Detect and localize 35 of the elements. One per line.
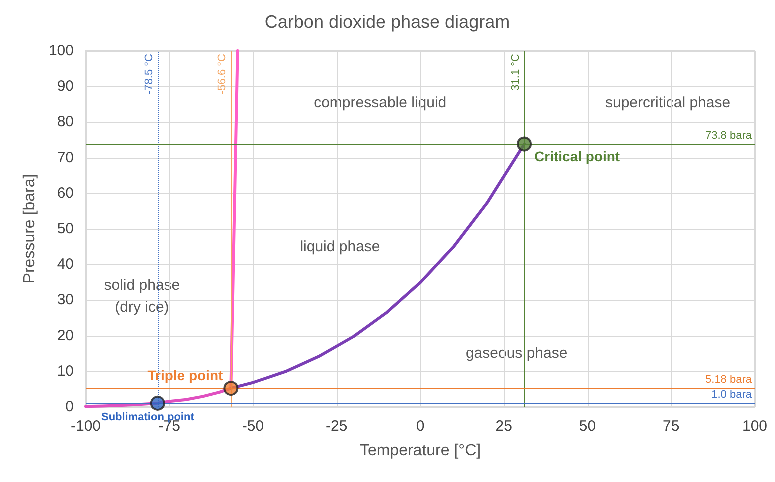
y-tick-label: 0 bbox=[66, 398, 74, 416]
ref-line-label: 1.0 bara bbox=[712, 388, 753, 401]
x-tick-label: -100 bbox=[70, 418, 102, 435]
y-axis-title: Pressure [bara] bbox=[22, 174, 39, 284]
x-tick-label: -25 bbox=[326, 418, 348, 435]
x-tick-label: 25 bbox=[496, 418, 512, 435]
annotation: Triple point bbox=[148, 368, 224, 384]
ref-line-label: -78.5 °C bbox=[143, 54, 156, 94]
y-tick-label: 80 bbox=[57, 114, 74, 131]
annotation: compressable liquid bbox=[314, 94, 447, 112]
y-tick-label: 10 bbox=[57, 362, 74, 380]
y-tick-label: 70 bbox=[57, 149, 74, 166]
ref-line-label: 31.1 °C bbox=[510, 54, 522, 91]
y-tick-label: 100 bbox=[48, 42, 74, 60]
y-tick-label: 90 bbox=[57, 78, 74, 96]
x-axis-title: Temperature [°C] bbox=[360, 442, 482, 460]
annotation: gaseous phase bbox=[466, 345, 568, 362]
y-tick-label: 40 bbox=[57, 256, 74, 274]
x-tick-label: -50 bbox=[242, 418, 264, 435]
ref-line-label: 73.8 bara bbox=[706, 130, 753, 142]
annotation: solid phase (dry ice) bbox=[104, 277, 180, 316]
x-tick-label: 50 bbox=[579, 418, 596, 435]
y-tick-label: 20 bbox=[57, 327, 74, 344]
ref-line-label: 5.18 bara bbox=[706, 374, 753, 386]
y-tick-label: 50 bbox=[57, 220, 74, 238]
x-tick-label: 75 bbox=[663, 418, 680, 435]
annotation: Critical point bbox=[534, 148, 620, 164]
x-tick-label: 0 bbox=[416, 418, 425, 435]
x-tick-label: 100 bbox=[742, 418, 768, 435]
y-tick-label: 60 bbox=[57, 184, 74, 202]
chart-title: Carbon dioxide phase diagram bbox=[264, 12, 510, 32]
annotation: liquid phase bbox=[300, 238, 380, 256]
ref-line-label: -56.6 °C bbox=[216, 54, 229, 94]
y-tick-label: 30 bbox=[57, 292, 74, 309]
annotation: supercritical phase bbox=[606, 94, 731, 112]
